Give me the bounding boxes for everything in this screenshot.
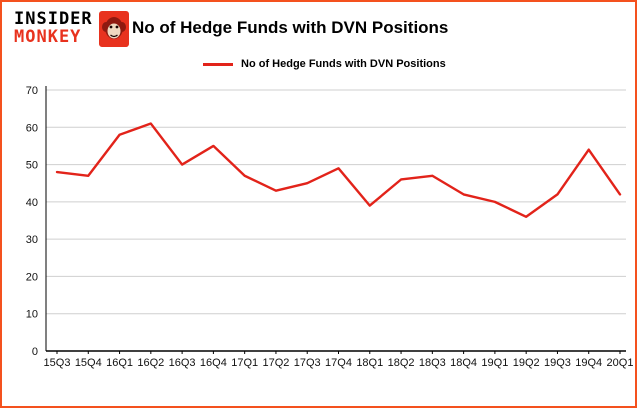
legend-label: No of Hedge Funds with DVN Positions <box>241 58 446 70</box>
x-tick-label: 16Q1 <box>106 357 133 369</box>
logo-text-monkey: MONKEY <box>14 27 82 47</box>
gridlines <box>46 89 626 352</box>
x-tick-label: 18Q2 <box>388 357 415 369</box>
y-tick-label: 70 <box>26 85 38 97</box>
x-tick-label: 16Q4 <box>200 357 227 369</box>
y-tick-label: 30 <box>26 234 38 246</box>
x-tick-label: 18Q4 <box>450 357 477 369</box>
x-tick-label: 17Q2 <box>262 357 289 369</box>
y-tick-label: 50 <box>26 160 38 172</box>
x-tick-label: 18Q3 <box>419 357 446 369</box>
legend-line-swatch <box>203 62 233 66</box>
logo-text-insider: INSIDER <box>14 9 93 30</box>
y-tick-label: 10 <box>26 309 38 321</box>
x-tick-label: 15Q4 <box>75 357 102 369</box>
y-tick-label: 60 <box>26 122 38 134</box>
monkey-icon <box>98 11 129 47</box>
x-tick-label: 16Q3 <box>169 357 196 369</box>
insider-monkey-wordmark: INSIDER MONKEY <box>14 9 93 47</box>
x-tick-label: 19Q2 <box>513 357 540 369</box>
x-tick-label: 17Q4 <box>325 357 352 369</box>
x-tick-label: 15Q3 <box>44 357 71 369</box>
y-tick-label: 0 <box>32 346 38 358</box>
x-tick-label: 16Q2 <box>137 357 164 369</box>
x-tick-label: 19Q3 <box>544 357 571 369</box>
x-tick-label: 17Q1 <box>231 357 258 369</box>
x-axis-ticks <box>56 351 621 354</box>
x-tick-label: 19Q4 <box>575 357 602 369</box>
chart-legend: No of Hedge Funds with DVN Positions <box>203 58 446 70</box>
x-tick-label: 19Q1 <box>481 357 508 369</box>
x-tick-label: 17Q3 <box>294 357 321 369</box>
series-line <box>55 122 622 218</box>
y-tick-label: 40 <box>26 197 38 209</box>
insider-monkey-logo: INSIDER MONKEY <box>14 9 129 47</box>
y-axis-labels: 0 10 20 30 40 50 60 70 <box>26 85 38 358</box>
x-axis-labels: 15Q3 15Q4 16Q1 16Q2 16Q3 16Q4 17Q1 17Q2 17Q3 17Q4… <box>44 357 634 369</box>
y-tick-label: 20 <box>26 271 38 283</box>
page-title: No of Hedge Funds with DVN Positions <box>132 18 449 37</box>
x-tick-label: 18Q1 <box>356 357 383 369</box>
x-tick-label: 20Q1 <box>607 357 634 369</box>
